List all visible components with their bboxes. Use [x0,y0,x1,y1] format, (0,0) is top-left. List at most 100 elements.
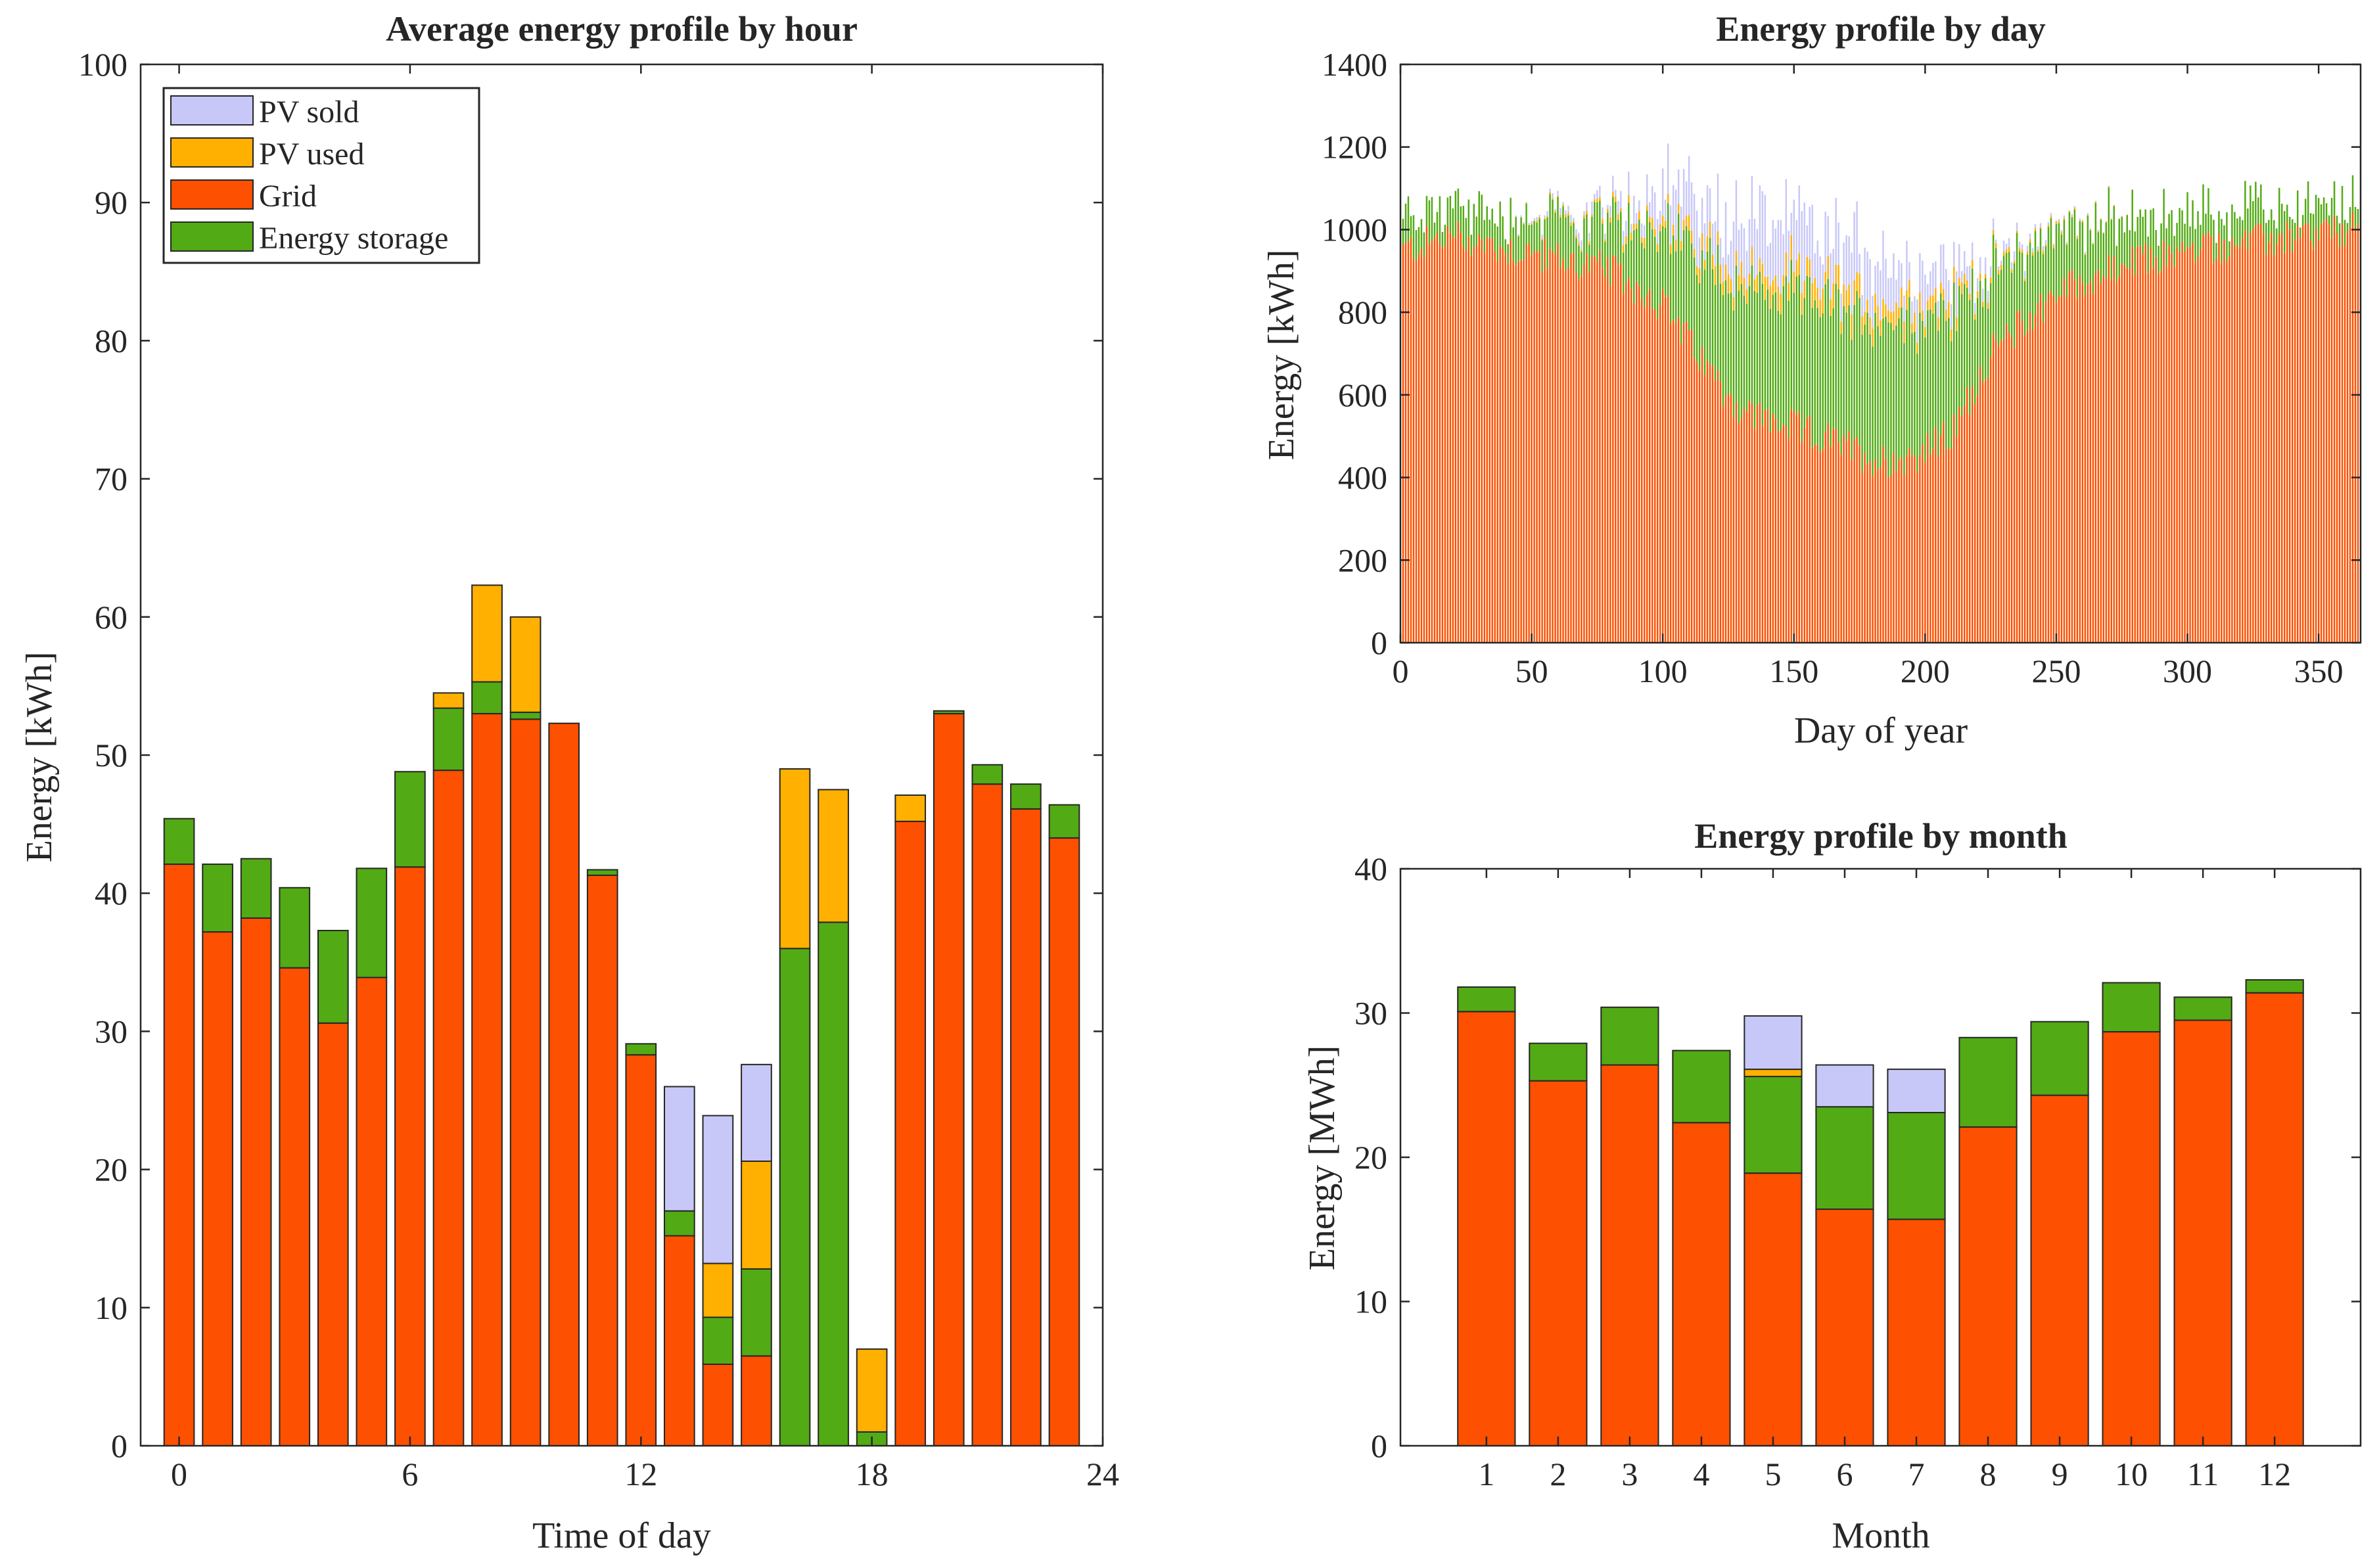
daily-bar-grid [1586,254,1588,643]
daily-bar-energy-storage [1475,216,1477,245]
daily-bar-grid [1496,260,1498,643]
daily-bar-energy-storage [1706,251,1709,361]
daily-bar-pv-used [1667,193,1669,204]
daily-bar-energy-storage [2142,216,2144,255]
daily-bar-energy-storage [1588,244,1590,273]
daily-bar-energy-storage [1507,244,1509,264]
daily-bar-pv-used [1661,216,1664,227]
daily-bar-pv-sold [1895,279,1897,303]
daily-bar-energy-storage [1908,297,1910,448]
daily-bar-pv-used [1830,299,1832,316]
hourly-bar-energy-storage-15 [741,1268,772,1357]
daily-bar-energy-storage [1830,315,1832,447]
daily-bar-energy-storage [1525,203,1527,245]
daily-bar-pv-sold [1717,173,1719,231]
daily-bar-grid [1943,422,1945,643]
daily-bar-grid [1559,267,1561,643]
daily-bar-grid [2309,240,2312,643]
daily-bar-grid [2042,322,2044,643]
daily-bar-energy-storage [2102,233,2105,275]
daily-bar-energy-storage [2039,228,2042,294]
daily-bar-grid [2079,275,2081,643]
daily-bar-pv-used [1916,342,1918,354]
daily-bar-grid [1992,333,1995,643]
daily-bar-grid [1908,448,1910,643]
daily-x-axis-label: Day of year [1794,710,1968,751]
daily-bar-energy-storage [2291,219,2294,252]
daily-bar-energy-storage [1502,216,1504,249]
daily-bar-grid [2126,267,2128,643]
daily-bar-pv-sold [2068,210,2071,211]
daily-bar-energy-storage [1549,194,1551,249]
daily-bar-energy-storage [1523,224,1525,260]
daily-bar-energy-storage [2000,269,2002,341]
daily-bar-pv-used [2047,224,2050,227]
daily-bar-energy-storage [2160,223,2162,271]
daily-x-tick-label: 200 [1901,653,1950,689]
daily-bar-grid [2073,279,2076,643]
daily-bar-grid [2063,278,2066,643]
daily-bar-energy-storage [1478,191,1480,235]
hourly-bar-grid-20 [933,712,965,1446]
daily-bar-pv-used [1517,235,1519,237]
daily-bar-grid [2150,247,2152,643]
daily-bar-grid [1653,310,1656,643]
daily-bar-energy-storage [1914,331,1916,457]
daily-bar-grid [1761,426,1764,643]
daily-bar-pv-used [1751,246,1753,265]
daily-bar-pv-sold [1922,260,1924,311]
daily-bar-energy-storage [1851,340,1853,459]
daily-bar-pv-sold [1859,254,1860,274]
daily-bar-energy-storage [2336,216,2338,233]
daily-bar-energy-storage [2284,211,2286,253]
daily-bar-grid [2171,253,2173,643]
daily-bar-energy-storage [1782,286,1785,425]
daily-bar-grid [1937,456,1939,643]
daily-bar-grid [1612,254,1614,643]
daily-bar-energy-storage [1688,230,1690,331]
monthly-bar-energy-storage-3 [1600,1006,1659,1066]
hourly-bar-energy-storage-21 [971,764,1004,785]
daily-bar-pv-used [1856,272,1858,291]
daily-bar-pv-used [1756,275,1759,293]
daily-bar-grid [1656,318,1659,643]
daily-bar-pv-used [1538,216,1540,219]
daily-bar-pv-sold [2055,220,2058,222]
daily-bar-pv-used [2089,229,2092,231]
daily-bar-grid [2084,295,2087,643]
hourly-bar-energy-storage-14 [702,1316,734,1365]
hourly-bar-grid-5 [356,977,388,1446]
daily-bar-grid [1439,242,1441,643]
daily-bar-energy-storage [2079,221,2081,275]
daily-bar-grid [1567,267,1569,643]
daily-bar-energy-storage [1651,229,1653,309]
daily-bar-pv-used [1651,218,1653,230]
daily-bar-pv-used [2079,220,2081,221]
daily-bar-grid [2255,225,2257,643]
daily-bar-grid [1827,423,1829,643]
hourly-bar-energy-storage-6 [394,771,426,868]
daily-bar-energy-storage [2281,204,2283,233]
daily-bar-pv-used [1719,264,1722,285]
daily-bar-pv-sold [2016,222,2018,231]
daily-bar-pv-used [1636,223,1638,229]
daily-bar-grid [2076,298,2079,643]
daily-bar-grid [2058,295,2060,643]
daily-bar-grid [1648,288,1651,643]
daily-bar-energy-storage [1557,196,1559,244]
daily-bar-energy-storage [1653,237,1656,310]
daily-bar-pv-used [1887,310,1889,323]
daily-bar-energy-storage [2131,189,2133,247]
daily-bar-pv-sold [1510,197,1512,198]
daily-bar-energy-storage [2239,216,2241,248]
daily-bar-pv-sold [1751,175,1753,247]
daily-bar-pv-sold [1772,219,1774,281]
monthly-y-tick-label: 0 [1371,1427,1387,1464]
daily-bar-grid [1669,323,1672,643]
daily-bar-energy-storage [1814,300,1816,445]
daily-bar-pv-sold [1945,269,1947,310]
monthly-bar-grid-11 [2173,1019,2232,1446]
daily-bar-pv-sold [2052,243,2055,246]
daily-x-tick-label: 0 [1393,653,1409,689]
daily-bar-energy-storage [1575,238,1577,273]
